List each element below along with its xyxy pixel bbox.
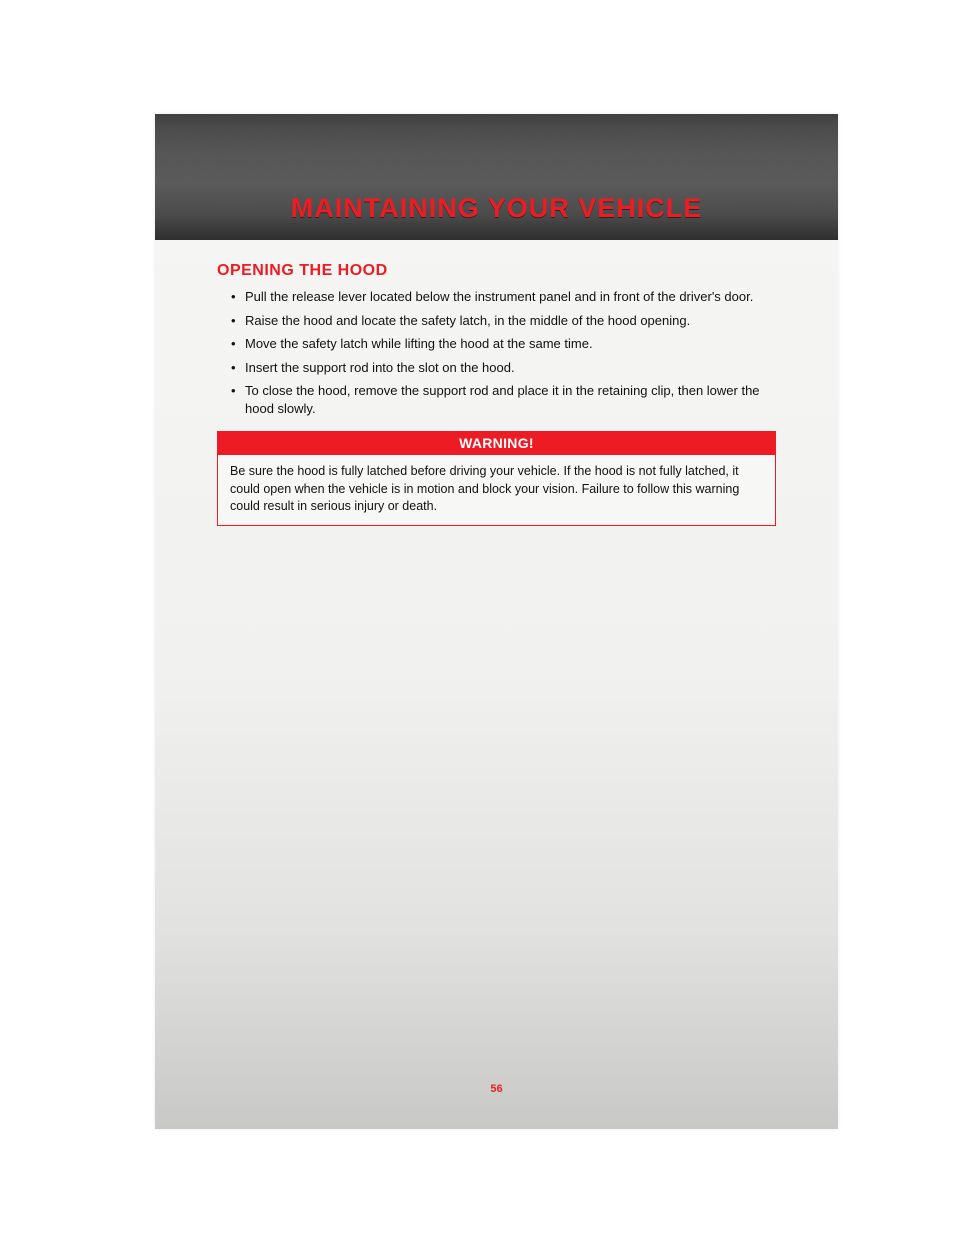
page-content: OPENING THE HOOD Pull the release lever … (155, 240, 838, 526)
chapter-title: MAINTAINING YOUR VEHICLE (155, 193, 838, 224)
page-number: 56 (155, 1083, 838, 1095)
instruction-list: Pull the release lever located below the… (217, 288, 776, 417)
page: MAINTAINING YOUR VEHICLE OPENING THE HOO… (0, 0, 954, 1235)
list-item: Move the safety latch while lifting the … (231, 335, 776, 353)
warning-box: WARNING! Be sure the hood is fully latch… (217, 431, 776, 526)
list-item: Insert the support rod into the slot on … (231, 359, 776, 377)
list-item: Pull the release lever located below the… (231, 288, 776, 306)
warning-body-text: Be sure the hood is fully latched before… (218, 455, 775, 525)
section-heading: OPENING THE HOOD (217, 262, 776, 280)
document-sheet: MAINTAINING YOUR VEHICLE OPENING THE HOO… (155, 114, 838, 1129)
warning-label: WARNING! (218, 432, 775, 455)
list-item: To close the hood, remove the support ro… (231, 382, 776, 417)
chapter-header-band: MAINTAINING YOUR VEHICLE (155, 114, 838, 240)
list-item: Raise the hood and locate the safety lat… (231, 312, 776, 330)
